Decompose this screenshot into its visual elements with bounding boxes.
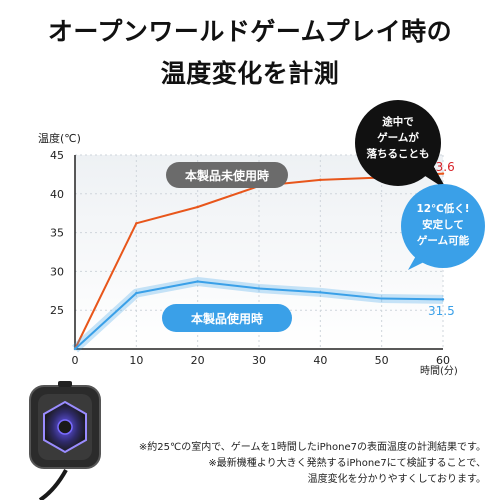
x-tick-label-0: 0 (72, 354, 79, 367)
series-0-point-1 (135, 222, 138, 225)
y-axis-label: 温度(℃) (38, 131, 81, 145)
annotation-good-line-1: 12℃低く! (416, 202, 469, 215)
legend-label-used: 本製品使用時 (191, 311, 263, 326)
y-tick-label-25: 25 (50, 304, 64, 317)
series-0-point-2 (196, 205, 199, 209)
series-1-point-3 (257, 287, 261, 290)
x-tick-label-30: 30 (252, 354, 266, 367)
legend-used: 本製品使用時 (162, 304, 292, 332)
series-1-point-1 (135, 291, 138, 295)
series-0-point-6 (441, 172, 445, 175)
y-tick-label-30: 30 (50, 265, 64, 278)
series-1-point-4 (319, 291, 322, 294)
annotation-warn-line-3: 落ちることも (367, 147, 430, 160)
annotation-good-line-2: 安定して (422, 218, 464, 231)
axes: 25 30 35 40 45 0 10 20 30 40 50 60 (50, 149, 450, 367)
page-title-line-2: 温度変化を計測 (160, 59, 340, 88)
end-label-used: 31.5 (428, 304, 455, 318)
legend-label-unused: 本製品未使用時 (185, 168, 269, 183)
annotation-warn-line-2: ゲームが (377, 131, 419, 144)
footnote-3: 温度変化を分かりやすくしております。 (307, 474, 486, 485)
annotation-bubble-warn: 途中で ゲームが 落ちることも (355, 100, 447, 190)
x-tick-label-10: 10 (129, 354, 143, 367)
annotation-bubble-good: 12℃低く! 安定して ゲーム可能 (401, 184, 485, 270)
series-1-point-5 (380, 297, 383, 300)
y-tick-label-45: 45 (50, 149, 64, 162)
x-tick-label-60: 60 (436, 354, 450, 367)
cooler-device-image (29, 381, 101, 500)
y-tick-label-35: 35 (50, 227, 64, 240)
series-1-point-0 (73, 347, 77, 351)
x-tick-label-40: 40 (313, 354, 327, 367)
series-1-point-6 (441, 298, 445, 301)
page-title-line-1: オープンワールドゲームプレイ時の (47, 17, 453, 46)
legend-unused: 本製品未使用時 (166, 162, 288, 188)
x-tick-label-20: 20 (191, 354, 205, 367)
annotation-warn-line-1: 途中で (382, 115, 414, 128)
x-axis-label: 時間(分) (420, 365, 458, 377)
y-tick-label-40: 40 (50, 188, 64, 201)
series-1-point-2 (196, 280, 199, 283)
footnote-1: ※約25℃の室内で、ゲームを1時間したiPhone7の表面温度の計測結果です。 (138, 442, 486, 453)
x-tick-label-50: 50 (375, 354, 389, 367)
series-0-point-4 (319, 178, 322, 182)
footnote-2: ※最新機種より大きく発熱するiPhone7にて検証することで、 (208, 458, 486, 469)
annotation-good-line-3: ゲーム可能 (417, 234, 470, 247)
